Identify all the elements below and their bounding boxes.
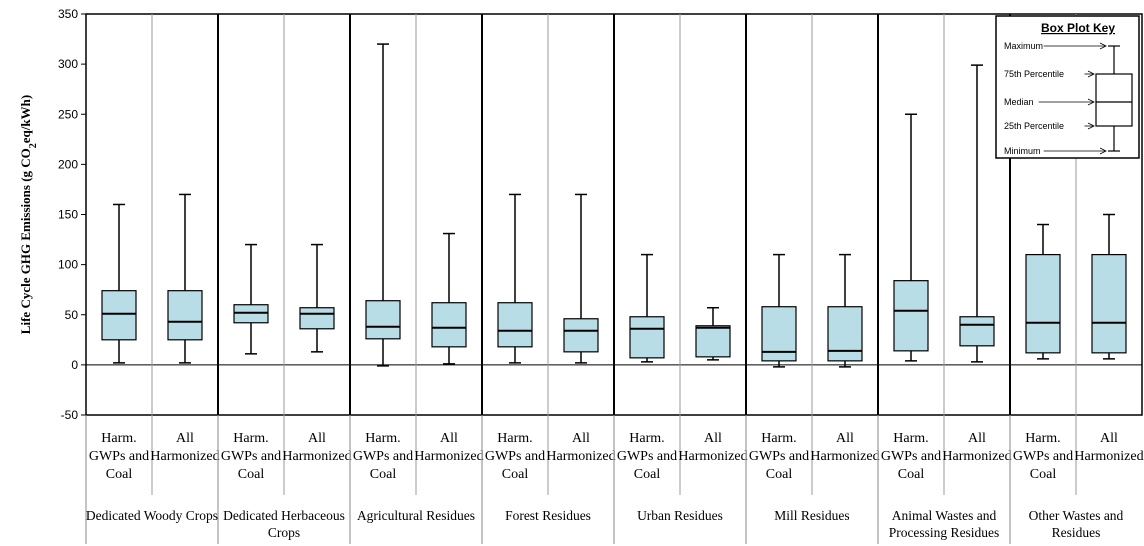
group-label-0: Dedicated Woody Crops xyxy=(86,508,218,523)
box-6-1 xyxy=(959,64,995,363)
box-1-0 xyxy=(233,243,269,355)
y-axis-label: Life Cycle GHG Emissions (g CO2eq/kWh) xyxy=(18,95,39,334)
category-label-0-0: Harm. GWPs and Coal xyxy=(89,431,149,482)
box-iqr xyxy=(1091,254,1127,354)
box-iqr xyxy=(299,307,335,330)
category-label-7-1: All Harmonized xyxy=(1074,431,1143,464)
box-iqr xyxy=(101,290,137,341)
box-7-0 xyxy=(1025,223,1061,360)
group-label-6: Animal Wastes and Processing Residues xyxy=(889,508,1000,540)
category-label-3-0: Harm. GWPs and Coal xyxy=(485,431,545,482)
category-label-7-0: Harm. GWPs and Coal xyxy=(1013,431,1073,482)
box-iqr xyxy=(431,302,467,348)
box-iqr xyxy=(629,316,665,359)
box-iqr xyxy=(497,302,533,348)
y-tick-label-3: 100 xyxy=(58,258,78,272)
group-label-1: Dedicated Herbaceous Crops xyxy=(223,508,345,540)
box-iqr xyxy=(365,300,401,340)
box-0-0 xyxy=(101,203,137,364)
y-tick-label-6: 250 xyxy=(58,107,78,121)
y-tick-label-7: 300 xyxy=(58,57,78,71)
y-tick-label-4: 150 xyxy=(58,208,78,222)
y-tick-label-2: 50 xyxy=(65,308,79,322)
y-tick-label-1: 0 xyxy=(71,358,78,372)
category-label-6-0: Harm. GWPs and Coal xyxy=(881,431,941,482)
category-label-5-0: Harm. GWPs and Coal xyxy=(749,431,809,482)
key-box xyxy=(1095,73,1133,127)
box-4-0 xyxy=(629,253,665,363)
group-label-4: Urban Residues xyxy=(637,508,723,523)
category-label-1-0: Harm. GWPs and Coal xyxy=(221,431,281,482)
key-title: Box Plot Key xyxy=(1041,21,1115,35)
category-label-3-1: All Harmonized xyxy=(546,431,615,464)
box-iqr xyxy=(893,280,929,352)
key-arrowhead-2 xyxy=(1087,98,1095,106)
category-label-6-1: All Harmonized xyxy=(942,431,1011,464)
box-4-1 xyxy=(695,306,731,361)
category-label-1-1: All Harmonized xyxy=(282,431,351,464)
key-label-4: Minimum xyxy=(1004,146,1041,156)
box-iqr xyxy=(1025,254,1061,354)
box-5-1 xyxy=(827,253,863,368)
box-7-1 xyxy=(1091,213,1127,360)
box-plot-key: Box Plot Key Maximum 75th Percentile Median… xyxy=(995,15,1140,159)
group-label-5: Mill Residues xyxy=(774,508,849,523)
box-iqr xyxy=(167,290,203,341)
box-iqr xyxy=(827,306,863,362)
box-3-1 xyxy=(563,193,599,364)
group-label-3: Forest Residues xyxy=(505,508,591,523)
category-label-2-0: Harm. GWPs and Coal xyxy=(353,431,413,482)
box-iqr xyxy=(959,316,995,347)
y-tick-label-5: 200 xyxy=(58,157,78,171)
category-label-2-1: All Harmonized xyxy=(414,431,483,464)
key-label-2: Median xyxy=(1004,97,1034,107)
box-5-0 xyxy=(761,253,797,368)
y-tick-label-8: 350 xyxy=(58,7,78,21)
box-iqr xyxy=(695,325,731,358)
category-label-5-1: All Harmonized xyxy=(810,431,879,464)
box-3-0 xyxy=(497,193,533,364)
category-label-4-0: Harm. GWPs and Coal xyxy=(617,431,677,482)
key-arrowhead-0 xyxy=(1099,42,1107,50)
box-iqr xyxy=(233,304,269,324)
key-label-0: Maximum xyxy=(1004,41,1043,51)
y-tick-label-0: -50 xyxy=(61,408,79,422)
key-label-3: 25th Percentile xyxy=(1004,121,1064,131)
key-arrowhead-3 xyxy=(1087,122,1095,130)
group-label-2: Agricultural Residues xyxy=(357,508,475,523)
box-0-1 xyxy=(167,193,203,364)
key-label-1: 75th Percentile xyxy=(1004,69,1064,79)
box-6-0 xyxy=(893,113,929,362)
group-label-7: Other Wastes and Residues xyxy=(1029,508,1124,540)
category-label-0-1: All Harmonized xyxy=(150,431,219,464)
key-arrowhead-4 xyxy=(1099,147,1107,155)
category-label-4-1: All Harmonized xyxy=(678,431,747,464)
box-2-1 xyxy=(431,232,467,365)
box-2-0 xyxy=(365,43,401,367)
key-arrowhead-1 xyxy=(1087,70,1095,78)
box-iqr xyxy=(563,318,599,353)
box-1-1 xyxy=(299,243,335,353)
